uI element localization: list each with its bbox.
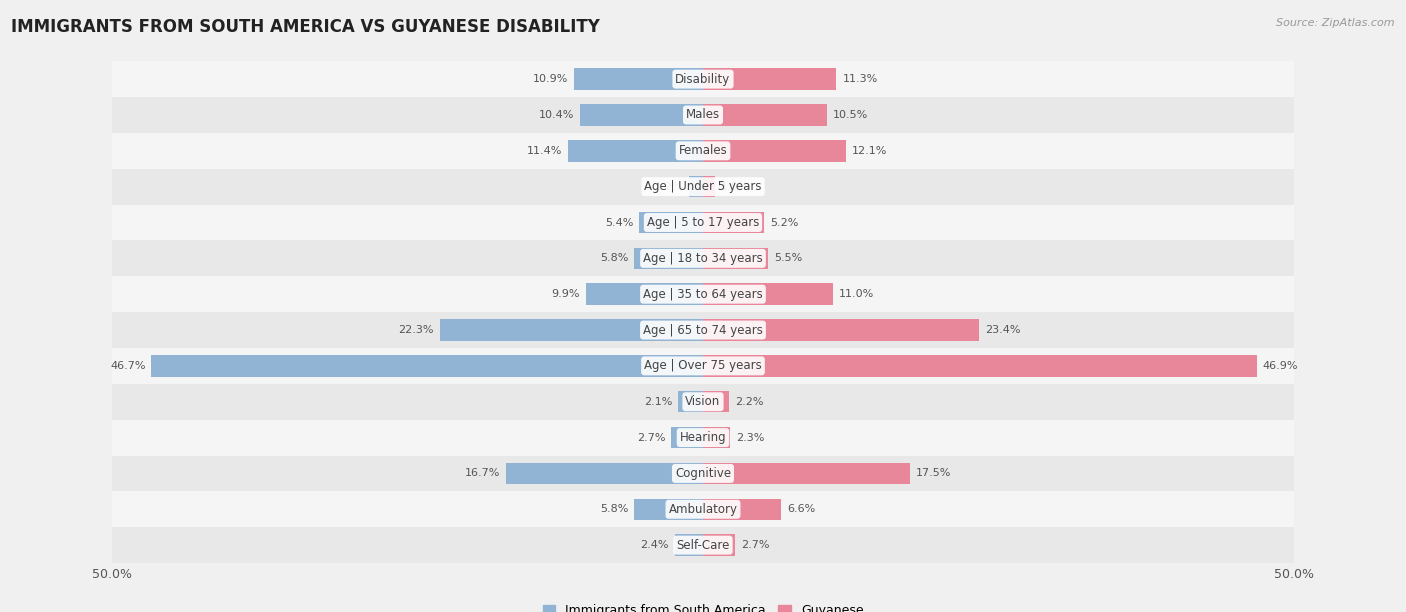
Bar [568, 140, 703, 162]
Text: Disability: Disability [675, 73, 731, 86]
Bar [703, 248, 768, 269]
Bar [112, 455, 1294, 491]
Text: 11.4%: 11.4% [527, 146, 562, 156]
Text: Self-Care: Self-Care [676, 539, 730, 551]
Text: Age | Over 75 years: Age | Over 75 years [644, 359, 762, 372]
Legend: Immigrants from South America, Guyanese: Immigrants from South America, Guyanese [537, 599, 869, 612]
Bar [112, 420, 1294, 455]
Text: 5.5%: 5.5% [773, 253, 801, 263]
Bar [703, 212, 765, 233]
Text: 6.6%: 6.6% [787, 504, 815, 514]
Text: 46.7%: 46.7% [110, 361, 146, 371]
Text: 2.4%: 2.4% [640, 540, 669, 550]
Text: Cognitive: Cognitive [675, 467, 731, 480]
Text: Source: ZipAtlas.com: Source: ZipAtlas.com [1277, 18, 1395, 28]
Bar [586, 283, 703, 305]
Text: 2.3%: 2.3% [737, 433, 765, 442]
Text: 2.2%: 2.2% [735, 397, 763, 407]
Text: 9.9%: 9.9% [551, 289, 581, 299]
Bar [112, 384, 1294, 420]
Text: 12.1%: 12.1% [852, 146, 887, 156]
Text: 10.5%: 10.5% [832, 110, 868, 120]
Text: 11.0%: 11.0% [839, 289, 875, 299]
Text: 5.8%: 5.8% [600, 253, 628, 263]
Bar [671, 427, 703, 449]
Text: 2.7%: 2.7% [741, 540, 769, 550]
Text: 11.3%: 11.3% [842, 74, 877, 84]
Text: 16.7%: 16.7% [464, 468, 501, 479]
Text: Males: Males [686, 108, 720, 121]
Text: 5.2%: 5.2% [770, 217, 799, 228]
Bar [112, 133, 1294, 169]
Bar [112, 204, 1294, 241]
Bar [675, 534, 703, 556]
Bar [112, 491, 1294, 527]
Bar [440, 319, 703, 341]
Text: 23.4%: 23.4% [986, 325, 1021, 335]
Text: Hearing: Hearing [679, 431, 727, 444]
Text: 17.5%: 17.5% [915, 468, 950, 479]
Bar [703, 427, 730, 449]
Bar [112, 527, 1294, 563]
Bar [703, 104, 827, 125]
Text: Age | Under 5 years: Age | Under 5 years [644, 180, 762, 193]
Bar [634, 499, 703, 520]
Bar [112, 61, 1294, 97]
Bar [678, 391, 703, 412]
Bar [689, 176, 703, 198]
Bar [703, 463, 910, 484]
Text: 10.4%: 10.4% [538, 110, 574, 120]
Bar [640, 212, 703, 233]
Bar [506, 463, 703, 484]
Bar [703, 283, 832, 305]
Bar [703, 499, 780, 520]
Bar [112, 97, 1294, 133]
Bar [574, 69, 703, 90]
Text: Age | 5 to 17 years: Age | 5 to 17 years [647, 216, 759, 229]
Text: 5.8%: 5.8% [600, 504, 628, 514]
Text: Females: Females [679, 144, 727, 157]
Text: Age | 65 to 74 years: Age | 65 to 74 years [643, 324, 763, 337]
Bar [703, 391, 728, 412]
Bar [112, 312, 1294, 348]
Text: Age | 35 to 64 years: Age | 35 to 64 years [643, 288, 763, 300]
Bar [703, 69, 837, 90]
Text: 5.4%: 5.4% [605, 217, 633, 228]
Bar [112, 348, 1294, 384]
Bar [703, 140, 846, 162]
Text: Vision: Vision [685, 395, 721, 408]
Bar [703, 176, 714, 198]
Text: Ambulatory: Ambulatory [668, 503, 738, 516]
Bar [703, 355, 1257, 376]
Bar [112, 276, 1294, 312]
Text: IMMIGRANTS FROM SOUTH AMERICA VS GUYANESE DISABILITY: IMMIGRANTS FROM SOUTH AMERICA VS GUYANES… [11, 18, 600, 36]
Bar [703, 319, 980, 341]
Bar [112, 169, 1294, 204]
Bar [152, 355, 703, 376]
Text: Age | 18 to 34 years: Age | 18 to 34 years [643, 252, 763, 265]
Text: 1.0%: 1.0% [721, 182, 749, 192]
Text: 10.9%: 10.9% [533, 74, 568, 84]
Text: 46.9%: 46.9% [1263, 361, 1298, 371]
Bar [703, 534, 735, 556]
Text: 22.3%: 22.3% [398, 325, 433, 335]
Text: 1.2%: 1.2% [655, 182, 683, 192]
Text: 2.7%: 2.7% [637, 433, 665, 442]
Bar [112, 241, 1294, 276]
Bar [581, 104, 703, 125]
Text: 2.1%: 2.1% [644, 397, 672, 407]
Bar [634, 248, 703, 269]
